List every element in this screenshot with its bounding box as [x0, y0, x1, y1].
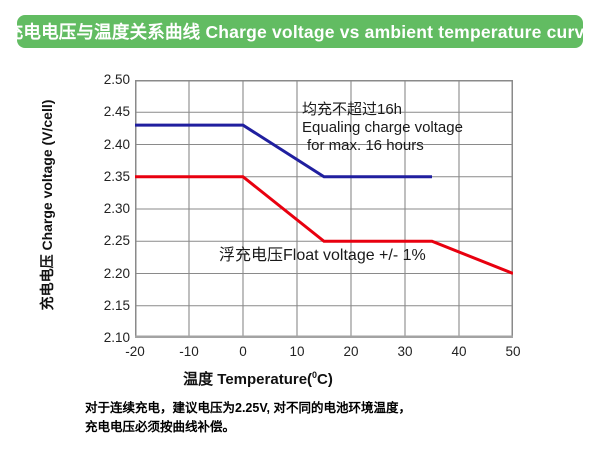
series-line-1: [135, 175, 513, 275]
x-tick-label: 50: [505, 344, 521, 359]
x-tick-label: 40: [451, 344, 467, 359]
x-axis-title-unit: C): [317, 371, 333, 388]
x-tick-label: 10: [289, 344, 305, 359]
x-tick-label: 20: [343, 344, 359, 359]
footer-line-1: 对于连续充电，建议电压为2.25V, 对不同的电池环境温度，: [85, 401, 411, 415]
y-tick-label: 2.50: [103, 72, 130, 87]
equalize-annotation: 均充不超过16h Equaling charge voltage for max…: [302, 101, 463, 155]
x-axis-title-text: 温度 Temperature(: [183, 371, 313, 388]
series-line-0: [135, 123, 432, 179]
y-tick-label: 2.10: [103, 330, 130, 345]
y-tick-label: 2.20: [103, 265, 130, 281]
float-annotation: 浮充电压Float voltage +/- 1%: [219, 247, 426, 264]
y-axis-title: 充电电压 Charge voltage (V/cell): [39, 99, 55, 311]
equalize-annotation-line-3: for max. 16 hours: [307, 137, 424, 154]
y-tick-label: 2.30: [103, 201, 130, 216]
x-tick-label: 0: [239, 344, 247, 359]
footer-line-2: 充电电压必须按曲线补偿。: [85, 420, 236, 434]
equalize-annotation-line-1: 均充不超过16h: [302, 101, 403, 118]
y-tick-label: 2.25: [103, 233, 130, 249]
chart-title-banner: 充电电压与温度关系曲线 Charge voltage vs ambient te…: [6, 15, 594, 48]
x-tick-label: -20: [125, 344, 145, 359]
plot-grid-and-lines: [135, 80, 513, 338]
footer-note: 对于连续充电，建议电压为2.25V, 对不同的电池环境温度， 充电电压必须按曲线…: [85, 399, 411, 437]
chart-title: 充电电压与温度关系曲线 Charge voltage vs ambient te…: [5, 22, 595, 42]
degree-superscript: 0: [312, 370, 318, 380]
y-tick-label: 2.45: [103, 104, 130, 120]
x-tick-label: -10: [179, 344, 199, 359]
x-axis-title: 温度 Temperature(0C): [183, 368, 333, 389]
y-tick-label: 2.40: [103, 136, 130, 152]
x-tick-label: 30: [397, 344, 413, 359]
equalize-annotation-line-2: Equaling charge voltage: [302, 119, 463, 136]
y-tick-label: 2.35: [103, 168, 130, 184]
y-tick-label: 2.15: [103, 297, 130, 313]
